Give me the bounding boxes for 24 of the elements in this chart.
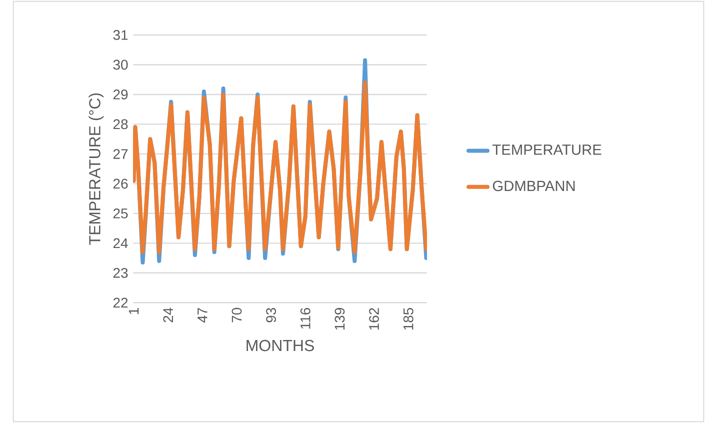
y-axis-title: TEMPERATURE (°C) (88, 93, 104, 245)
x-tick-label: 1 (128, 308, 139, 314)
y-tick-label: 26 (113, 178, 128, 189)
y-tick-label: 22 (113, 298, 128, 308)
legend-label: GDMBPANN (492, 180, 575, 192)
line-series (133, 80, 428, 254)
x-tick-label: 47 (198, 308, 208, 323)
legend-label: TEMPERATURE (492, 144, 602, 155)
y-tick-label: 25 (113, 208, 128, 218)
y-tick-label: 23 (113, 268, 128, 278)
x-tick-label: 70 (232, 308, 242, 322)
x-tick-label: 162 (369, 308, 379, 330)
x-tick-label: 24 (163, 308, 173, 322)
y-tick-label: 24 (113, 238, 128, 248)
y-tick-label: 27 (113, 149, 128, 159)
x-tick-label: 139 (334, 308, 345, 330)
x-tick-label: 93 (266, 308, 276, 322)
y-tick-label: 28 (113, 119, 128, 130)
y-tick-label: 31 (113, 30, 128, 40)
x-tick-label: 116 (300, 308, 310, 329)
x-axis-title: MONTHS (246, 340, 314, 352)
x-tick-label: 185 (403, 308, 414, 330)
y-tick-label: 29 (113, 90, 128, 100)
y-tick-label: 30 (113, 60, 128, 70)
